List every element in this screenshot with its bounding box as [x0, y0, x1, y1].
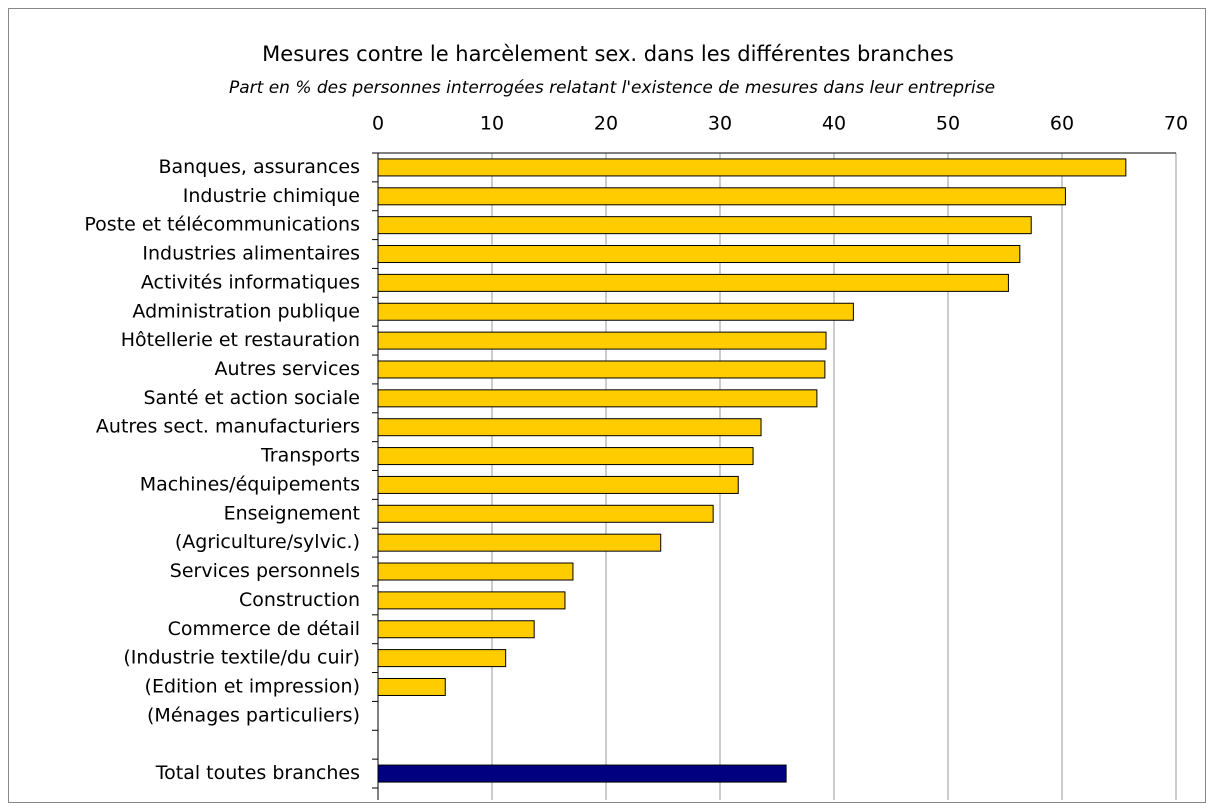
- bar: [377, 331, 827, 350]
- x-tick-label: 30: [708, 113, 732, 135]
- y-tick-label: (Industrie textile/du cuir): [123, 647, 360, 669]
- bar: [377, 360, 826, 379]
- y-tick-label: Construction: [239, 589, 360, 611]
- bar: [377, 764, 787, 783]
- x-tick-label: 0: [372, 113, 384, 135]
- y-tick-label: Santé et action sociale: [144, 387, 361, 409]
- chart-title: Mesures contre le harcèlement sex. dans …: [262, 42, 954, 66]
- bar: [377, 158, 1127, 177]
- y-tick-label: Industrie chimique: [183, 185, 360, 207]
- y-tick-label: Hôtellerie et restauration: [121, 329, 360, 351]
- y-tick-label: Transports: [260, 445, 360, 467]
- chart-subtitle: Part en % des personnes interrogées rela…: [229, 78, 995, 98]
- y-tick-label: (Edition et impression): [145, 675, 360, 697]
- bar: [377, 591, 566, 610]
- y-tick-label: (Agriculture/sylvic.): [175, 531, 360, 553]
- bar: [377, 620, 535, 639]
- x-tick-label: 50: [936, 113, 960, 135]
- y-tick-label: (Ménages particuliers): [147, 704, 360, 726]
- y-tick-label: Administration publique: [132, 300, 360, 322]
- y-tick-label: Industries alimentaires: [142, 243, 360, 265]
- y-tick-label: Banques, assurances: [158, 156, 360, 178]
- bar: [377, 504, 714, 523]
- bar: [377, 302, 854, 321]
- bar: [377, 447, 754, 466]
- y-tick-label: Commerce de détail: [168, 618, 360, 640]
- bar: [377, 187, 1066, 206]
- y-tick-label: Autres sect. manufacturiers: [96, 416, 360, 438]
- y-tick-label: Autres services: [215, 358, 360, 380]
- bar: [377, 245, 1021, 264]
- bar: [377, 533, 662, 552]
- x-tick-label: 40: [822, 113, 846, 135]
- x-tick-label: 60: [1050, 113, 1074, 135]
- bar: [377, 475, 739, 494]
- bar: [377, 649, 507, 668]
- y-tick-label: Poste et télécommunications: [84, 214, 360, 236]
- y-tick-label: Total toutes branches: [155, 762, 360, 784]
- bar: [377, 562, 574, 581]
- y-tick-label: Enseignement: [224, 502, 360, 524]
- bar: [377, 389, 818, 408]
- bar: [377, 677, 446, 696]
- x-tick-label: 20: [594, 113, 618, 135]
- bar: [377, 418, 762, 437]
- x-tick-label: 10: [480, 113, 504, 135]
- y-tick-label: Machines/équipements: [140, 473, 360, 495]
- y-tick-label: Services personnels: [170, 560, 360, 582]
- x-tick-label: 70: [1164, 113, 1188, 135]
- bar: [377, 216, 1032, 235]
- y-tick-label: Activités informatiques: [141, 271, 360, 293]
- bar: [377, 273, 1009, 292]
